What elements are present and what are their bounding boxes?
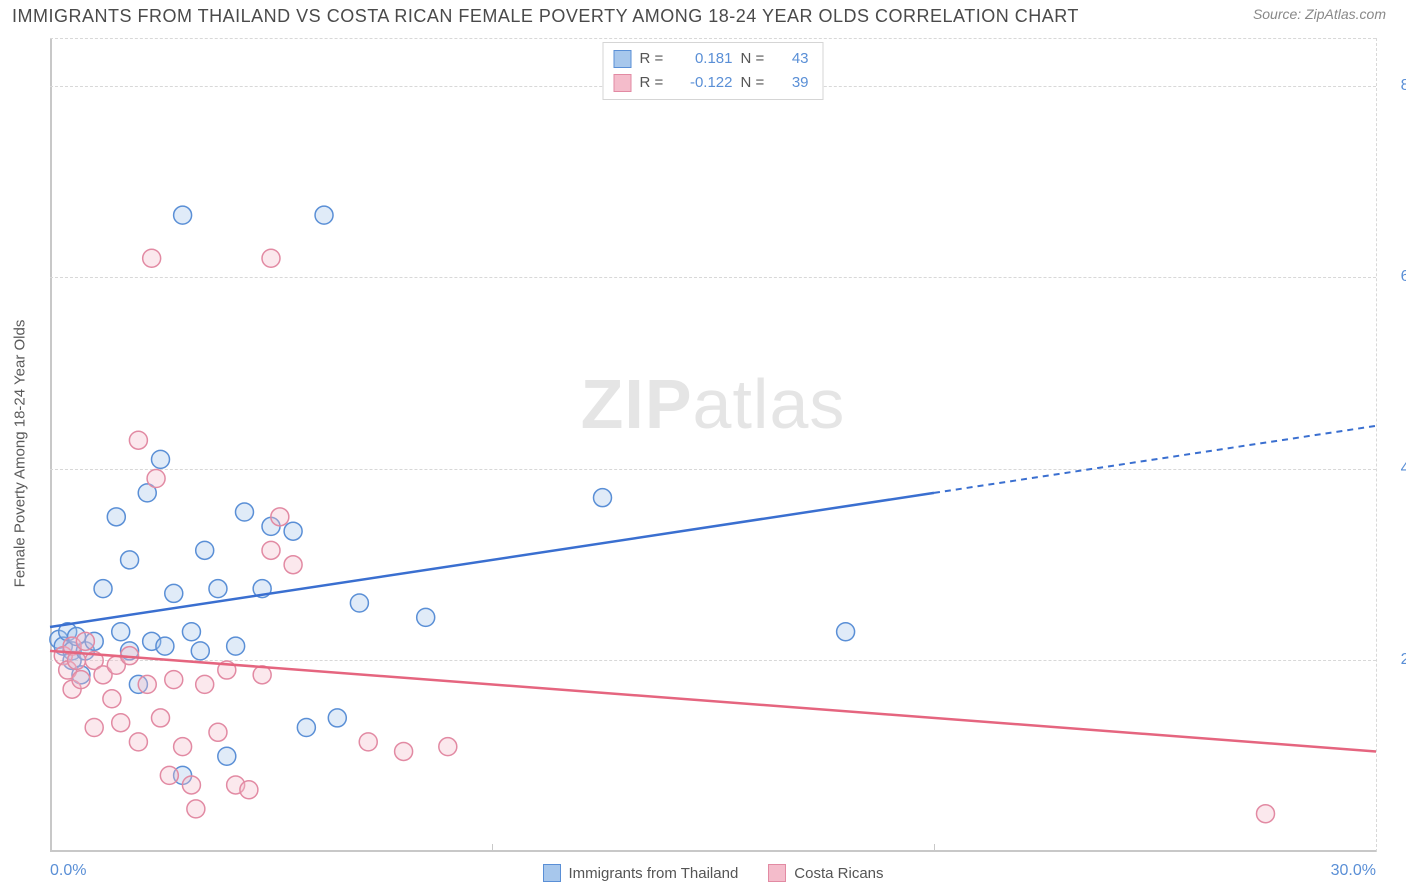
data-point-thailand — [174, 206, 192, 224]
stats-n-value: 39 — [779, 71, 809, 95]
data-point-costarica — [85, 719, 103, 737]
chart-title: IMMIGRANTS FROM THAILAND VS COSTA RICAN … — [12, 6, 1079, 27]
data-point-thailand — [112, 623, 130, 641]
data-point-costarica — [160, 766, 178, 784]
stats-r-label: R = — [640, 47, 670, 71]
data-point-costarica — [129, 431, 147, 449]
data-point-costarica — [240, 781, 258, 799]
data-point-costarica — [103, 690, 121, 708]
trend-line-thailand — [50, 493, 934, 627]
data-point-thailand — [284, 522, 302, 540]
data-point-costarica — [165, 671, 183, 689]
data-point-thailand — [196, 541, 214, 559]
swatch-thailand — [614, 50, 632, 68]
data-point-thailand — [350, 594, 368, 612]
stats-n-value: 43 — [779, 47, 809, 71]
legend-label: Immigrants from Thailand — [569, 865, 739, 882]
legend: Immigrants from Thailand Costa Ricans — [50, 864, 1376, 882]
trend-line-costarica — [50, 651, 1376, 752]
data-point-thailand — [235, 503, 253, 521]
swatch-costarica — [768, 864, 786, 882]
data-point-costarica — [152, 709, 170, 727]
data-point-thailand — [152, 450, 170, 468]
data-point-thailand — [328, 709, 346, 727]
stats-r-value: 0.181 — [678, 47, 733, 71]
stats-n-label: N = — [741, 47, 771, 71]
data-point-thailand — [107, 508, 125, 526]
data-point-thailand — [209, 580, 227, 598]
data-point-thailand — [227, 637, 245, 655]
data-point-thailand — [191, 642, 209, 660]
data-point-costarica — [76, 632, 94, 650]
data-point-costarica — [196, 675, 214, 693]
data-point-costarica — [138, 675, 156, 693]
data-point-costarica — [1257, 805, 1275, 823]
data-point-costarica — [147, 470, 165, 488]
y-tick-label: 60.0% — [1401, 268, 1406, 286]
data-point-costarica — [262, 249, 280, 267]
data-point-costarica — [262, 541, 280, 559]
data-point-thailand — [156, 637, 174, 655]
data-point-costarica — [143, 249, 161, 267]
data-point-thailand — [837, 623, 855, 641]
data-point-costarica — [359, 733, 377, 751]
swatch-thailand — [543, 864, 561, 882]
legend-item-thailand: Immigrants from Thailand — [543, 864, 739, 882]
data-point-thailand — [121, 551, 139, 569]
stats-row-thailand: R = 0.181 N = 43 — [614, 47, 809, 71]
data-point-costarica — [271, 508, 289, 526]
y-tick-label: 80.0% — [1401, 77, 1406, 95]
data-point-costarica — [112, 714, 130, 732]
data-point-costarica — [187, 800, 205, 818]
data-point-costarica — [72, 671, 90, 689]
scatter-plot — [50, 38, 1376, 852]
legend-label: Costa Ricans — [794, 865, 883, 882]
data-point-costarica — [174, 738, 192, 756]
data-point-thailand — [297, 719, 315, 737]
stats-r-label: R = — [640, 71, 670, 95]
data-point-thailand — [218, 747, 236, 765]
data-point-thailand — [165, 584, 183, 602]
data-point-costarica — [209, 723, 227, 741]
correlation-stats-box: R = 0.181 N = 43 R = -0.122 N = 39 — [603, 42, 824, 100]
data-point-costarica — [129, 733, 147, 751]
data-point-thailand — [315, 206, 333, 224]
grid-line-vertical — [1376, 38, 1377, 852]
chart-area: Female Poverty Among 18-24 Year Olds 20.… — [50, 38, 1376, 852]
data-point-costarica — [284, 556, 302, 574]
trend-line-extrapolated-thailand — [934, 426, 1376, 493]
data-point-costarica — [182, 776, 200, 794]
data-point-costarica — [439, 738, 457, 756]
data-point-thailand — [594, 489, 612, 507]
y-axis-label: Female Poverty Among 18-24 Year Olds — [12, 320, 29, 588]
data-point-thailand — [94, 580, 112, 598]
stats-row-costarica: R = -0.122 N = 39 — [614, 71, 809, 95]
y-tick-label: 40.0% — [1401, 460, 1406, 478]
stats-n-label: N = — [741, 71, 771, 95]
data-point-thailand — [417, 608, 435, 626]
y-tick-label: 20.0% — [1401, 651, 1406, 669]
legend-item-costarica: Costa Ricans — [768, 864, 883, 882]
stats-r-value: -0.122 — [678, 71, 733, 95]
data-point-costarica — [395, 742, 413, 760]
data-point-thailand — [182, 623, 200, 641]
swatch-costarica — [614, 74, 632, 92]
source-attribution: Source: ZipAtlas.com — [1253, 6, 1386, 22]
